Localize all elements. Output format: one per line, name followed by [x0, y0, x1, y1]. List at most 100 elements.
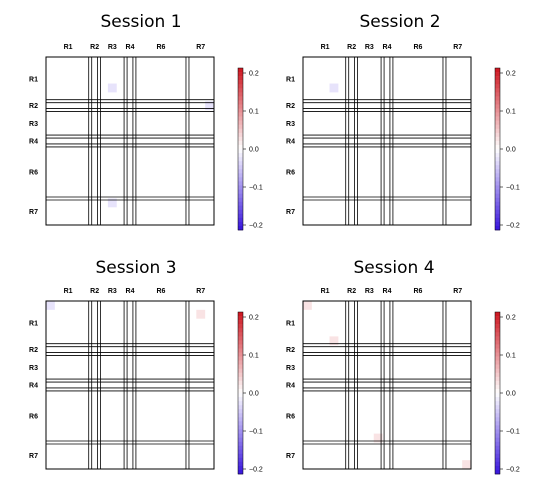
colorbar-tick-label: −0.1: [506, 185, 520, 192]
colorbar-swatch: [495, 144, 500, 150]
colorbar-swatch: [238, 153, 243, 158]
column-label: R6: [156, 288, 165, 295]
colorbar-swatch: [238, 128, 243, 134]
heatmap-panel-1: Session 1R1R1R2R2R3R3R4R4R6R6R7R70.20.10…: [29, 12, 263, 231]
colorbar-swatch: [495, 332, 500, 337]
column-label: R2: [90, 288, 99, 295]
colorbar-swatch: [495, 372, 500, 378]
colorbar-swatch: [495, 348, 500, 353]
column-label: R1: [321, 288, 330, 295]
colorbar-tick-label: 0.0: [249, 147, 259, 154]
colorbar-swatch: [238, 332, 243, 337]
row-label: R6: [29, 413, 38, 420]
colorbar-swatch: [495, 217, 500, 223]
colorbar-swatch: [238, 348, 243, 353]
colorbar-swatch: [495, 124, 500, 130]
colorbar-swatch: [238, 445, 243, 450]
colorbar-swatch: [238, 356, 243, 361]
colorbar-swatch: [495, 364, 500, 369]
column-label: R3: [108, 288, 117, 295]
column-label: R6: [413, 288, 422, 295]
heatmap-cell: [107, 83, 117, 93]
colorbar-swatch: [238, 393, 243, 398]
colorbar: 0.2 0.1 0.0 −0.1 −0.2: [237, 67, 263, 231]
colorbar-swatch: [238, 449, 243, 455]
column-label: R3: [365, 44, 374, 51]
column-label: R2: [347, 288, 356, 295]
heatmap-cell: [329, 83, 339, 93]
colorbar-swatch: [238, 417, 243, 422]
colorbar-swatch: [238, 409, 243, 414]
row-label: R3: [286, 121, 295, 128]
column-label: R3: [365, 288, 374, 295]
heatmap-cell: [329, 336, 339, 346]
column-label: R4: [383, 44, 392, 51]
colorbar-swatch: [238, 76, 243, 81]
colorbar-swatch: [495, 165, 500, 170]
colorbar-tick-label: −0.2: [249, 467, 263, 474]
heatmap-panel-4: Session 4R1R1R2R2R3R3R4R4R6R6R7R70.20.10…: [286, 258, 520, 475]
colorbar-swatch: [495, 384, 500, 390]
colorbar-swatch: [495, 68, 500, 73]
colorbar-swatch: [238, 84, 243, 89]
colorbar-swatch: [238, 221, 243, 227]
colorbar-tick-label: 0.2: [506, 71, 516, 78]
colorbar-swatch: [495, 193, 500, 198]
colorbar-swatch: [495, 185, 500, 190]
colorbar-tick-label: 0.1: [506, 109, 516, 116]
row-label: R3: [286, 365, 295, 372]
colorbar-swatch: [495, 380, 500, 386]
colorbar-swatch: [238, 197, 243, 202]
row-label: R1: [286, 77, 295, 84]
colorbar-swatch: [495, 116, 500, 121]
colorbar-swatch: [495, 92, 500, 97]
colorbar-swatch: [495, 340, 500, 345]
colorbar-swatch: [495, 445, 500, 450]
colorbar-swatch: [495, 225, 500, 231]
column-label: R7: [196, 288, 205, 295]
colorbar-tick-label: 0.2: [249, 71, 259, 78]
colorbar-swatch: [495, 421, 500, 426]
colorbar-swatch: [238, 433, 243, 438]
panel-title: Session 4: [353, 258, 434, 278]
colorbar-swatch: [238, 401, 243, 406]
column-label: R6: [156, 44, 165, 51]
column-label: R7: [453, 288, 462, 295]
colorbar-swatch: [238, 116, 243, 121]
colorbar-tick-label: −0.1: [506, 429, 520, 436]
colorbar-tick-label: 0.0: [506, 391, 516, 398]
grid-frame: [45, 300, 215, 470]
colorbar-tick-label: 0.1: [506, 353, 516, 360]
colorbar-tick-label: −0.2: [249, 223, 263, 230]
colorbar-swatch: [238, 189, 243, 194]
colorbar-swatch: [495, 465, 500, 471]
colorbar-swatch: [238, 384, 243, 390]
colorbar: 0.2 0.1 0.0 −0.1 −0.2: [494, 311, 520, 475]
colorbar-swatch: [238, 344, 243, 349]
colorbar-swatch: [238, 397, 243, 402]
colorbar-tick-label: 0.1: [249, 109, 259, 116]
colorbar-swatch: [495, 140, 500, 146]
colorbar-swatch: [495, 320, 500, 325]
colorbar-swatch: [495, 388, 500, 394]
row-label: R7: [286, 453, 295, 460]
column-label: R1: [64, 288, 73, 295]
colorbar-swatch: [495, 457, 500, 463]
row-label: R6: [286, 413, 295, 420]
row-label: R4: [29, 383, 38, 390]
colorbar-swatch: [238, 413, 243, 418]
colorbar-swatch: [238, 136, 243, 142]
colorbar-swatch: [238, 368, 243, 374]
colorbar-tick-label: 0.2: [249, 315, 259, 322]
colorbar-swatch: [495, 108, 500, 113]
colorbar-swatch: [495, 201, 500, 206]
colorbar-swatch: [238, 96, 243, 101]
colorbar-swatch: [238, 465, 243, 471]
colorbar-swatch: [238, 380, 243, 386]
colorbar-swatch: [238, 457, 243, 463]
colorbar-swatch: [495, 132, 500, 138]
column-label: R2: [90, 44, 99, 51]
column-label: R4: [126, 44, 135, 51]
column-label: R7: [453, 44, 462, 51]
